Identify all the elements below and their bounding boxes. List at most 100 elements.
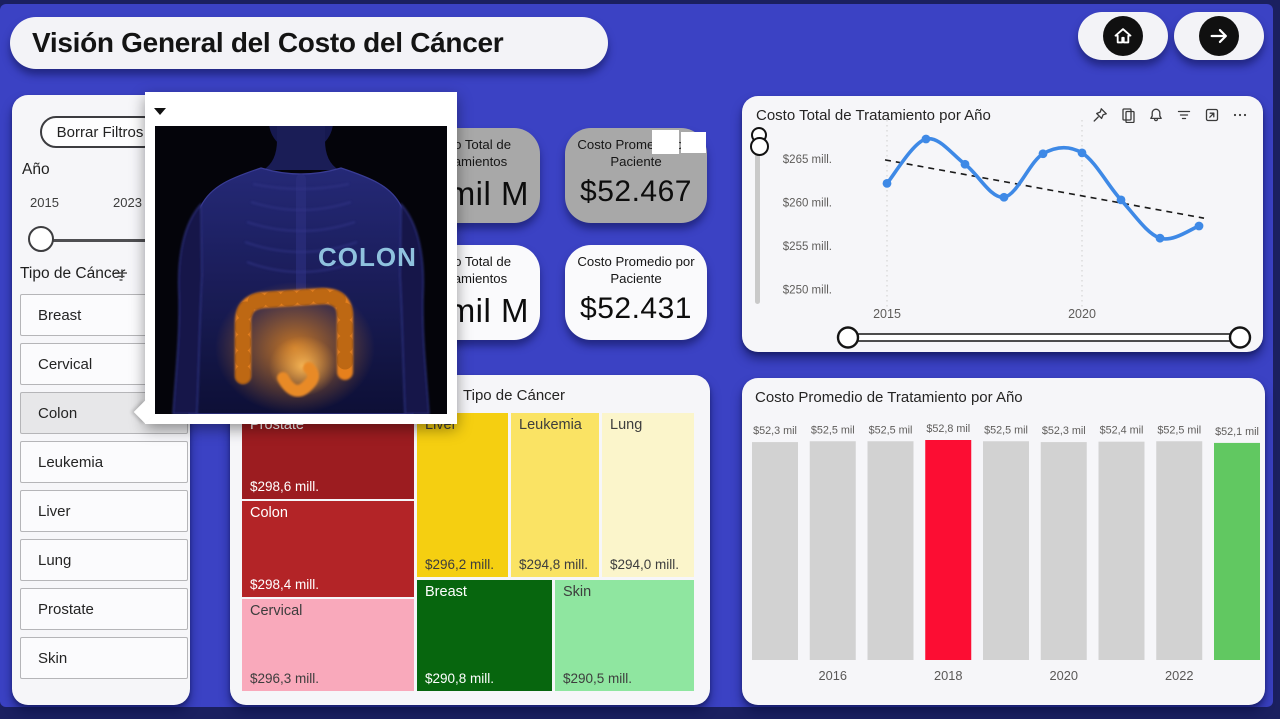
svg-text:$52,3 mil: $52,3 mil <box>1042 425 1086 437</box>
svg-text:$250 mill.: $250 mill. <box>783 285 832 297</box>
treemap-cell-value: $296,2 mill. <box>425 557 495 572</box>
kpi-value: mil M <box>447 291 529 329</box>
line-data-point-2015[interactable] <box>882 178 892 188</box>
y-axis-zoom-track[interactable] <box>755 152 760 304</box>
treemap-title: Tipo de Cáncer <box>463 387 565 404</box>
line-data-point-2022[interactable] <box>1155 233 1165 243</box>
bar-2022[interactable] <box>1156 441 1203 660</box>
bar-2016[interactable] <box>809 441 856 660</box>
slicer-filter-icon[interactable] <box>113 268 129 289</box>
page-title: Visión General del Costo del Cáncer <box>10 17 608 69</box>
treemap-cell-value: $290,5 mill. <box>563 671 633 686</box>
svg-text:2018: 2018 <box>934 668 962 683</box>
line-data-point-2019[interactable] <box>1038 149 1048 159</box>
bar-2017[interactable] <box>867 441 914 660</box>
line-data-point-2023[interactable] <box>1194 221 1204 231</box>
bar-2021[interactable] <box>1098 441 1145 660</box>
line-chart-plot[interactable]: 2015 2020 $265 mill. $260 mill. $255 mill. $2… <box>742 96 1263 352</box>
line-data-point-2016[interactable] <box>921 134 931 144</box>
bar-2019[interactable] <box>983 441 1029 660</box>
svg-text:$52,5 mil: $52,5 mil <box>1157 424 1201 436</box>
treemap-cell-label: Breast <box>425 584 467 600</box>
svg-text:2020: 2020 <box>1068 307 1096 321</box>
line-data-point-2021[interactable] <box>1116 195 1126 205</box>
kpi-value: mil M <box>447 174 529 212</box>
next-page-button[interactable] <box>1174 12 1264 60</box>
line-data-point-2017[interactable] <box>960 159 970 169</box>
white-overlay-box <box>681 132 706 153</box>
svg-text:2022: 2022 <box>1165 668 1193 683</box>
kpi-card-avg-cost-2[interactable]: Costo Promedio por Paciente $52.431 <box>565 245 707 340</box>
svg-text:$52,5 mil: $52,5 mil <box>811 424 855 436</box>
bar-2023[interactable] <box>1214 442 1260 660</box>
treemap-cell-value: $298,4 mill. <box>250 577 320 592</box>
colon-image-label: COLON <box>318 242 417 272</box>
svg-text:$52,5 mil: $52,5 mil <box>984 424 1028 436</box>
treemap-cell-liver[interactable]: Liver $296,2 mill. <box>417 413 508 577</box>
treemap-cell-value: $296,3 mill. <box>250 671 320 686</box>
treemap-cell-value: $290,8 mill. <box>425 671 495 686</box>
x-axis-zoom-handle-right[interactable] <box>1228 326 1252 349</box>
bar-2020[interactable] <box>1040 442 1087 660</box>
treemap-cell-prostate[interactable]: Prostate $298,6 mill. <box>242 413 414 499</box>
bell-icon[interactable] <box>1147 106 1165 124</box>
treemap-cell-value: $294,8 mill. <box>519 557 589 572</box>
year-filter-label: Año <box>22 161 50 178</box>
chevron-down-icon[interactable] <box>154 108 166 115</box>
copy-icon[interactable] <box>1119 106 1137 124</box>
year-slider-track[interactable] <box>42 239 184 242</box>
x-axis-zoom-handle-left[interactable] <box>836 326 860 349</box>
treemap-cell-leukemia[interactable]: Leukemia $294,8 mill. <box>511 413 599 577</box>
bar-chart-plot[interactable]: $52,3 mil $52,5 mil $52,5 mil $52,8 mil $52,… <box>742 378 1265 705</box>
treemap-cell-cervical[interactable]: Cervical $296,3 mill. <box>242 599 414 691</box>
x-axis-zoom-track[interactable] <box>847 333 1241 342</box>
treemap-cell-breast[interactable]: Breast $290,8 mill. <box>417 580 552 691</box>
clear-filters-button[interactable]: Borrar Filtros <box>40 116 160 148</box>
svg-text:$52,5 mil: $52,5 mil <box>869 424 913 436</box>
treemap-cell-skin[interactable]: Skin $290,5 mill. <box>555 580 694 691</box>
line-chart-title: Costo Total de Tratamiento por Año <box>756 107 991 124</box>
treemap-cell-colon[interactable]: Colon $298,4 mill. <box>242 501 414 597</box>
bar-2018[interactable] <box>925 440 972 660</box>
cancer-type-option-lung[interactable]: Lung <box>20 539 188 581</box>
svg-text:$255 mill.: $255 mill. <box>783 241 832 253</box>
line-data-point-2018[interactable] <box>999 192 1009 202</box>
year-slider-handle[interactable] <box>28 226 54 252</box>
y-axis-zoom-handle-bottom[interactable] <box>750 137 769 156</box>
treemap-cell-label: Lung <box>610 417 643 433</box>
cancer-type-option-leukemia[interactable]: Leukemia <box>20 441 188 483</box>
svg-text:2015: 2015 <box>873 307 901 321</box>
more-icon[interactable] <box>1231 106 1249 124</box>
treemap-cell-label: Leukemia <box>519 417 582 433</box>
line-data-point-2020[interactable] <box>1077 148 1087 158</box>
svg-text:$52,3 mil: $52,3 mil <box>753 425 797 437</box>
colon-illustration: COLON <box>155 92 447 415</box>
colon-image-popup: COLON <box>133 92 457 424</box>
kpi-title: Costo Promedio por Paciente <box>577 254 695 286</box>
treemap-cell-label: Skin <box>563 584 592 600</box>
pin-icon[interactable] <box>1091 106 1109 124</box>
svg-text:$260 mill.: $260 mill. <box>783 198 832 210</box>
visual-toolbar <box>1091 106 1249 124</box>
bar-chart-panel: Costo Promedio de Tratamiento por Año $5… <box>742 378 1265 705</box>
cancer-type-option-skin[interactable]: Skin <box>20 637 188 679</box>
filter-icon[interactable] <box>1175 106 1193 124</box>
svg-text:$52,4 mil: $52,4 mil <box>1100 425 1144 437</box>
white-overlay-box <box>652 130 679 154</box>
svg-text:$52,1 mil: $52,1 mil <box>1215 426 1259 438</box>
treemap-cell-value: $294,0 mill. <box>610 557 680 572</box>
cancer-type-option-liver[interactable]: Liver <box>20 490 188 532</box>
cancer-type-option-prostate[interactable]: Prostate <box>20 588 188 630</box>
home-button[interactable] <box>1078 12 1168 60</box>
bar-2015[interactable] <box>752 442 798 660</box>
treemap-cell-label: Colon <box>250 505 288 521</box>
treemap-cell-value: $298,6 mill. <box>250 479 320 494</box>
treemap-plot: Prostate $298,6 mill. Colon $298,4 mill. Cer… <box>230 375 710 705</box>
svg-text:$265 mill.: $265 mill. <box>783 154 832 166</box>
treemap-cell-lung[interactable]: Lung $294,0 mill. <box>602 413 694 577</box>
cancer-type-filter-label: Tipo de Cáncer <box>20 265 126 282</box>
page-title-text: Visión General del Costo del Cáncer <box>32 27 504 58</box>
focus-icon[interactable] <box>1203 106 1221 124</box>
svg-text:$52,8 mil: $52,8 mil <box>926 423 970 435</box>
year-max-label: 2023 <box>113 195 142 210</box>
